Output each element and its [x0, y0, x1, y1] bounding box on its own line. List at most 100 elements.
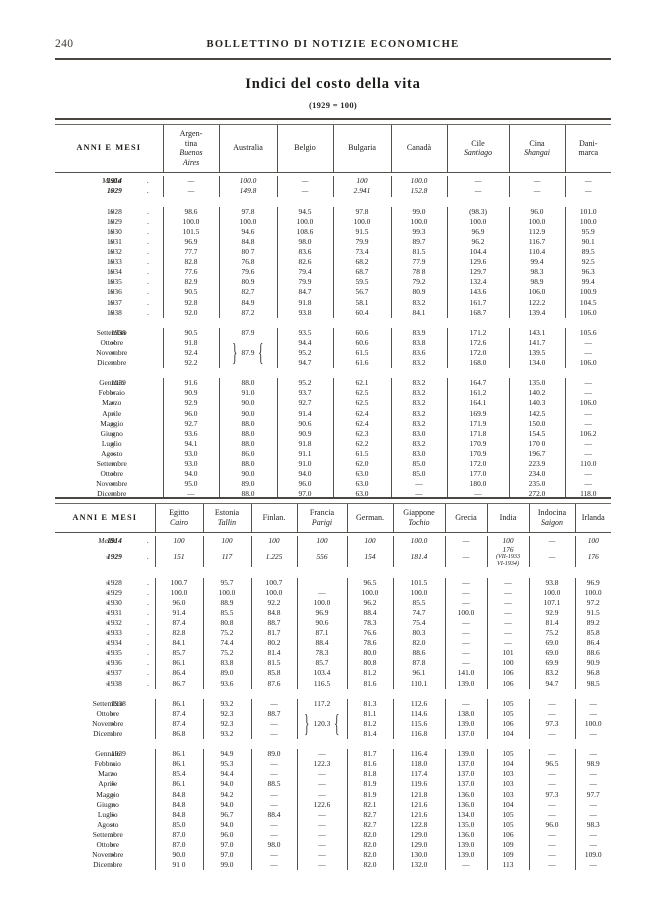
row-label: Marzo»	[55, 769, 156, 780]
data-cell: 154	[347, 546, 394, 568]
table-row: Novembre» 87.4 92.3— 81.2 115.6 139.0 106 97.3 1…	[55, 718, 611, 729]
data-cell: 96.0	[277, 479, 334, 490]
data-cell: —	[251, 799, 298, 810]
data-cell: 171.9	[447, 418, 510, 429]
data-cell: 96.2	[447, 236, 510, 248]
data-cell: 100.0	[391, 216, 448, 227]
data-cell: —	[529, 860, 576, 871]
data-cell: 110.0	[580, 459, 597, 468]
data-cell: 135.0	[509, 378, 566, 389]
data-cell: 101.0	[579, 206, 597, 216]
table-row: Aprile» 96.0 90.0 91.4 62.4 83.2 169.9 142.5 —	[55, 408, 611, 419]
data-cell: 100.9	[579, 287, 597, 297]
data-cell: —	[251, 789, 298, 800]
data-cell: 91.8	[277, 297, 334, 308]
data-cell: 94.0	[277, 469, 334, 480]
data-cell: 137.0	[445, 769, 488, 780]
data-cell: —	[297, 829, 348, 840]
table-row: Dicembre» 86.8 93.2—81.4 116.8 137.0 104— —	[55, 728, 611, 740]
data-cell: 82.8	[155, 628, 204, 639]
data-cell: 96.8	[586, 668, 600, 678]
row-label: » 1937.	[55, 297, 164, 308]
row-label: Dicembre»	[55, 860, 156, 871]
data-cell: 98.0	[277, 236, 334, 248]
row-label: Dicembre»	[55, 358, 164, 369]
table1-body: Media 1914. —100.0—100 100.0— — —» 1929. —149.8…	[55, 176, 611, 500]
table-row: Settembre 1938 86.1 93.2—117.2 81.3 112.6—105…	[55, 698, 611, 709]
data-cell: 82.7	[347, 809, 394, 820]
data-cell: 85.0	[391, 469, 448, 480]
data-cell: —	[487, 638, 530, 649]
data-cell: —	[529, 769, 576, 780]
data-cell: —	[445, 638, 488, 649]
data-cell: 97.8	[333, 206, 392, 217]
data-cell: 62.5	[333, 388, 392, 399]
page-number: 240	[55, 38, 74, 50]
row-label: » 1936.	[55, 287, 164, 298]
data-cell: 97.0	[203, 840, 252, 851]
data-cell: —	[589, 829, 597, 839]
table2-body: Media 1914. 100 100 100 100 100 100.0—100—100» 1…	[55, 536, 611, 871]
data-cell: 82.7	[219, 287, 278, 298]
data-cell: 106.2	[579, 428, 597, 438]
data-cell: 94.7	[277, 358, 334, 369]
data-cell: (98.3)	[447, 206, 510, 217]
row-label: Luglio»	[55, 438, 164, 449]
row-label: Giugno»	[55, 428, 164, 439]
row-label: » 1933.	[55, 628, 156, 639]
row-label: Ottobre»	[55, 469, 164, 480]
data-cell: 96.9	[163, 236, 220, 248]
col-head-egitto: Egitto Cairo	[155, 503, 204, 533]
data-cell: 116.5	[297, 678, 348, 689]
col-head-anni-e-mesi: ANNI E MESI	[55, 503, 156, 533]
data-cell: 81.6	[347, 759, 394, 770]
table-row: Agosto» 93.0 86.0 91.1 61.5 83.0 170.9 196.7 —	[55, 448, 611, 459]
data-cell: —	[297, 769, 348, 780]
data-cell: 88.0	[219, 438, 278, 449]
data-cell: 101.5	[163, 226, 220, 237]
row-label: Agosto»	[55, 448, 164, 459]
data-cell: 98.9	[509, 277, 566, 288]
data-cell: —	[589, 860, 597, 870]
data-cell: 96.0	[529, 819, 576, 830]
col-head-danimarca: Dani- marca	[578, 138, 599, 158]
data-cell: 177.0	[447, 469, 510, 480]
data-cell: 172.0	[447, 459, 510, 470]
data-cell: 105	[487, 749, 530, 760]
data-cell: 94.0	[203, 779, 252, 790]
data-cell: —	[589, 769, 597, 779]
data-cell: —	[529, 708, 576, 719]
data-cell: 92.4	[163, 347, 220, 359]
data-cell: 100.0	[297, 597, 348, 608]
data-cell: —	[297, 840, 348, 851]
data-cell: 87.1	[297, 628, 348, 639]
data-cell: —	[584, 418, 592, 428]
data-cell: 132.4	[447, 277, 510, 288]
data-cell: 96.0	[509, 206, 566, 217]
spacer-row	[55, 197, 611, 207]
data-cell: 83.9	[391, 327, 448, 338]
data-cell: 90.6	[277, 418, 334, 429]
data-cell: 82.6	[277, 257, 334, 268]
data-cell: 137.0	[445, 779, 488, 790]
data-cell: 150.0	[509, 418, 566, 429]
table-row: » 1930. 101.5 94.6 108.6 91.5 99.3 96.9 112.9 95.…	[55, 226, 611, 237]
data-cell: 61.5	[333, 448, 392, 459]
data-cell: 61.5	[333, 347, 392, 359]
row-label: Gennaio 1939	[55, 378, 164, 389]
data-cell: 234.0	[509, 469, 566, 480]
data-cell: 82.7	[347, 819, 394, 830]
data-cell: 75.2	[529, 628, 576, 639]
data-cell: —	[445, 536, 488, 547]
table-row: Maggio» 92.7 88.0 90.6 62.4 83.2 171.9 150.0 —	[55, 418, 611, 429]
data-cell: —	[445, 577, 488, 588]
row-label: Maggio»	[55, 789, 156, 800]
data-cell: 83.2	[391, 378, 448, 389]
data-cell: 139.0	[445, 850, 488, 861]
data-cell: —	[447, 489, 510, 500]
data-cell: 80.9	[391, 287, 448, 298]
data-cell: 88.0	[219, 418, 278, 429]
data-cell: 90.0	[219, 398, 278, 409]
row-label: Settembre»	[55, 829, 156, 840]
data-cell: 100.0	[347, 587, 394, 598]
